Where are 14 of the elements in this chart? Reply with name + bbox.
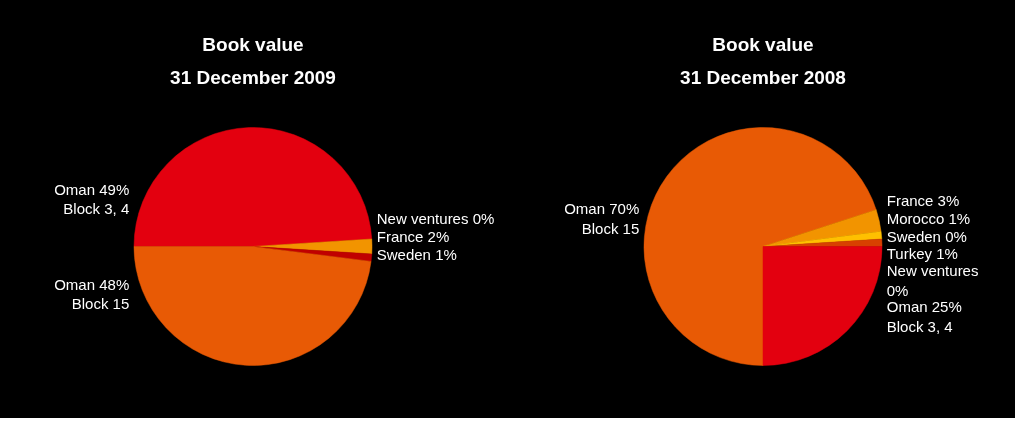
category-label: Sweden 0% [886, 227, 967, 245]
slice-label: Oman 25% Block 3, 4 [886, 298, 962, 335]
chart-title: Book value 31 December 2009 [170, 33, 336, 89]
slice-label: Turkey 1% [886, 245, 958, 263]
chart-title: Book value 31 December 2008 [680, 33, 846, 89]
slice-label: Oman 70% Block 15 [564, 200, 640, 237]
slice-label: Sweden 1% [376, 246, 457, 263]
category-label: New ventures 0% [886, 262, 979, 299]
slice-label: Oman 49% Block 3, 4 [54, 180, 130, 218]
slice-label: France 2% [376, 228, 450, 246]
category-label: New ventures 0% [376, 210, 495, 228]
slice-label: Oman 48% Block 15 [54, 275, 130, 313]
slice-label: France 3% [886, 191, 960, 209]
slice-label: Morocco 1% [886, 209, 971, 227]
